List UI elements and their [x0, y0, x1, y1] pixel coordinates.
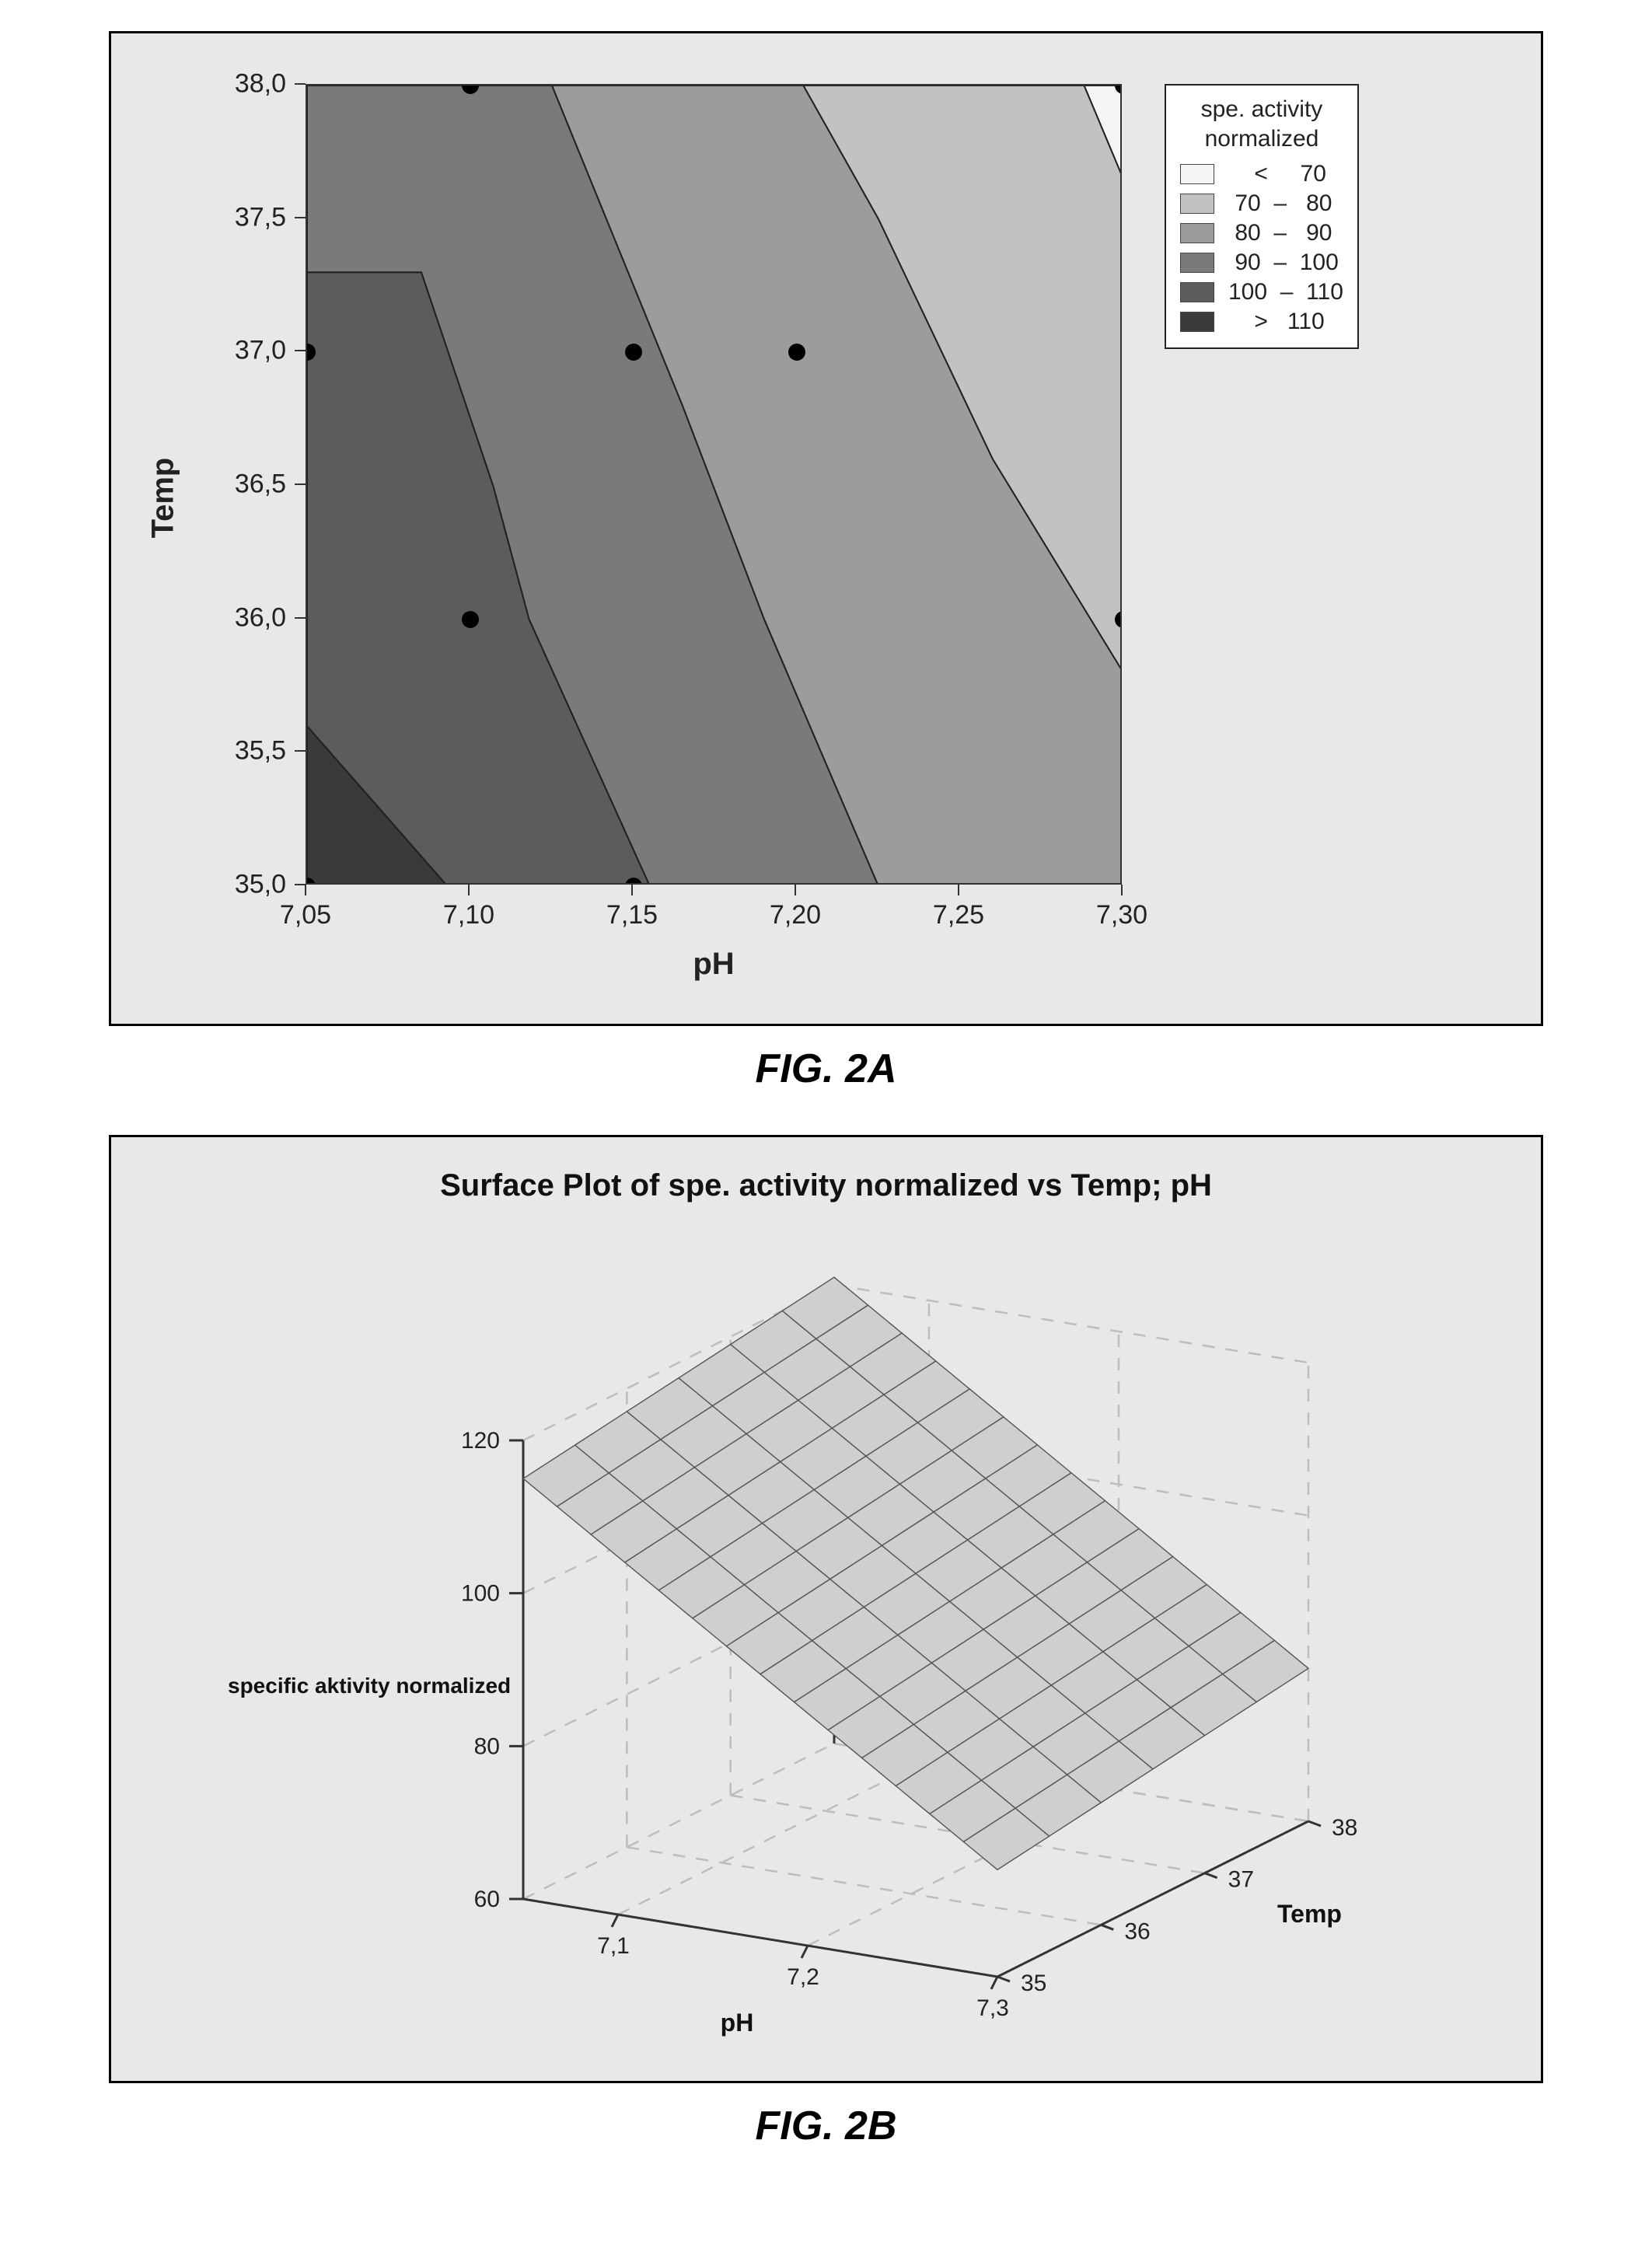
figure-2b-panel: Surface Plot of spe. activity normalized…	[109, 1135, 1543, 2083]
temp-axis-label: Temp	[1277, 1900, 1342, 1928]
legend-range-text: 90 – 100	[1228, 250, 1339, 276]
y-tick-label: 35,0	[208, 870, 286, 900]
legend-swatch	[1180, 253, 1214, 273]
surface-mesh	[523, 1277, 1308, 1869]
x-tick-label: 7,05	[267, 900, 344, 930]
ph-axis-label: pH	[721, 2009, 754, 2037]
z-tick-label: 120	[461, 1428, 500, 1454]
ph-tick-label: 7,1	[597, 1933, 630, 1959]
legend-item: 80 – 90	[1180, 218, 1343, 248]
z-axis-label: specific aktivity normalized	[228, 1674, 511, 1698]
legend-item: 90 – 100	[1180, 248, 1343, 278]
contour-plot-area	[306, 84, 1122, 885]
data-point-dot	[788, 344, 805, 361]
legend-swatch	[1180, 282, 1214, 302]
figure-2b-caption: FIG. 2B	[109, 2103, 1543, 2149]
x-tick-label: 7,20	[756, 900, 834, 930]
legend-item: < 70	[1180, 159, 1343, 189]
y-tick-label: 37,0	[208, 336, 286, 366]
y-tick-label: 35,5	[208, 736, 286, 766]
x-axis-label: pH	[306, 947, 1122, 982]
legend-item: > 110	[1180, 307, 1343, 337]
legend-swatch	[1180, 223, 1214, 243]
legend-item: 70 – 80	[1180, 189, 1343, 218]
data-point-dot	[462, 611, 479, 628]
legend-swatch	[1180, 312, 1214, 332]
legend-range-text: 80 – 90	[1228, 220, 1332, 246]
x-tick-label: 7,30	[1083, 900, 1161, 930]
x-tick-label: 7,15	[593, 900, 671, 930]
surface-plot-svg: 60 80 100 120 7,1 7,2 7,3 35 36 37 38 pH Temp specifi…	[111, 1137, 1495, 2047]
data-point-dot	[625, 344, 642, 361]
y-tick-label: 36,0	[208, 602, 286, 633]
legend-item: 100 – 110	[1180, 278, 1343, 307]
contour-plot-container: Temp 35,035,536,036,537,037,538,0 7,057,…	[158, 76, 1487, 982]
y-tick-label: 36,5	[208, 469, 286, 500]
contour-bands-svg	[307, 86, 1122, 885]
temp-tick-label: 37	[1228, 1867, 1254, 1893]
y-tick-label: 37,5	[208, 202, 286, 232]
legend-range-text: 70 – 80	[1228, 190, 1332, 217]
z-tick-label: 60	[474, 1887, 500, 1912]
z-tick-label: 80	[474, 1733, 500, 1759]
z-tick-label: 100	[461, 1581, 500, 1607]
ph-tick-label: 7,2	[787, 1964, 819, 1990]
figure-2a-panel: Temp 35,0 35,5 36,0 36,5 37,0 37,5 38,0 7,05 7,…	[109, 31, 1543, 1026]
x-tick-label: 7,25	[920, 900, 997, 930]
temp-tick-label: 36	[1124, 1918, 1150, 1944]
legend-swatch	[1180, 164, 1214, 184]
legend-range-text: < 70	[1228, 161, 1326, 187]
contour-legend: spe. activity normalized < 70 70 – 80 80…	[1165, 84, 1359, 349]
y-axis-label: Temp	[145, 458, 180, 539]
legend-range-text: 100 – 110	[1228, 279, 1343, 305]
figure-2a-caption: FIG. 2A	[109, 1045, 1543, 1092]
legend-swatch	[1180, 194, 1214, 214]
ph-tick-label: 7,3	[976, 1995, 1009, 2021]
x-tick-label: 7,10	[430, 900, 508, 930]
temp-tick-label: 35	[1021, 1970, 1046, 1996]
temp-tick-label: 38	[1332, 1815, 1357, 1841]
y-tick-label: 38,0	[208, 69, 286, 99]
legend-range-text: > 110	[1228, 309, 1325, 335]
legend-title: spe. activity normalized	[1180, 95, 1343, 153]
